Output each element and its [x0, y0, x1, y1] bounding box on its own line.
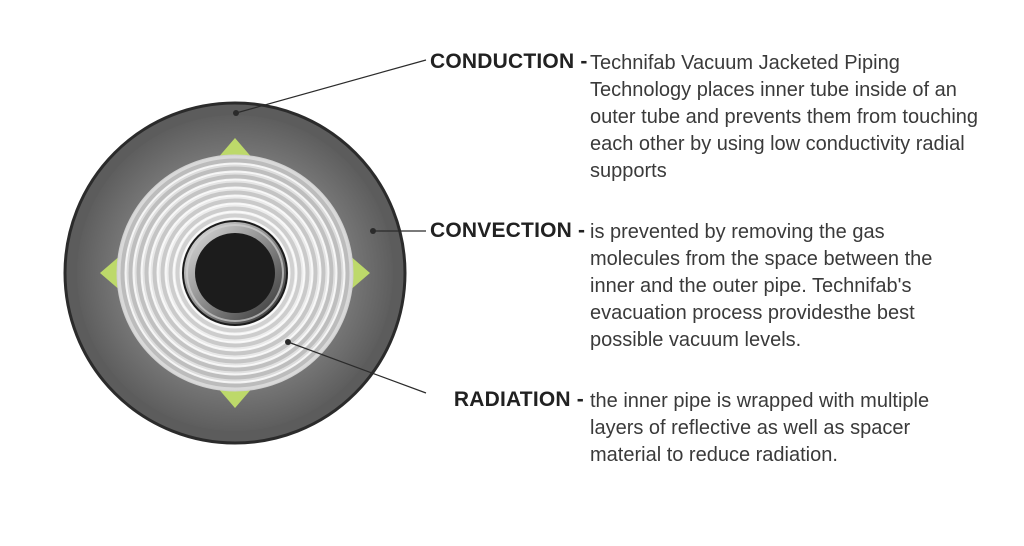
label-radiation: RADIATION - the inner pipe is wrapped wi…	[430, 388, 980, 469]
label-title: CONVECTION -	[430, 219, 590, 243]
label-body: is prevented by removing the gas molecul…	[590, 219, 980, 354]
label-title: RADIATION -	[430, 388, 590, 412]
label-conduction: CONDUCTION - Technifab Vacuum Jacketed P…	[430, 50, 980, 185]
label-convection: CONVECTION - is prevented by removing th…	[430, 219, 980, 354]
label-body: Technifab Vacuum Jacketed Piping Technol…	[590, 50, 980, 185]
label-title: CONDUCTION -	[430, 50, 590, 74]
pipe-cross-section	[60, 98, 410, 448]
labels-column: CONDUCTION - Technifab Vacuum Jacketed P…	[430, 50, 980, 503]
pipe-svg	[60, 98, 410, 448]
label-body: the inner pipe is wrapped with multiple …	[590, 388, 980, 469]
